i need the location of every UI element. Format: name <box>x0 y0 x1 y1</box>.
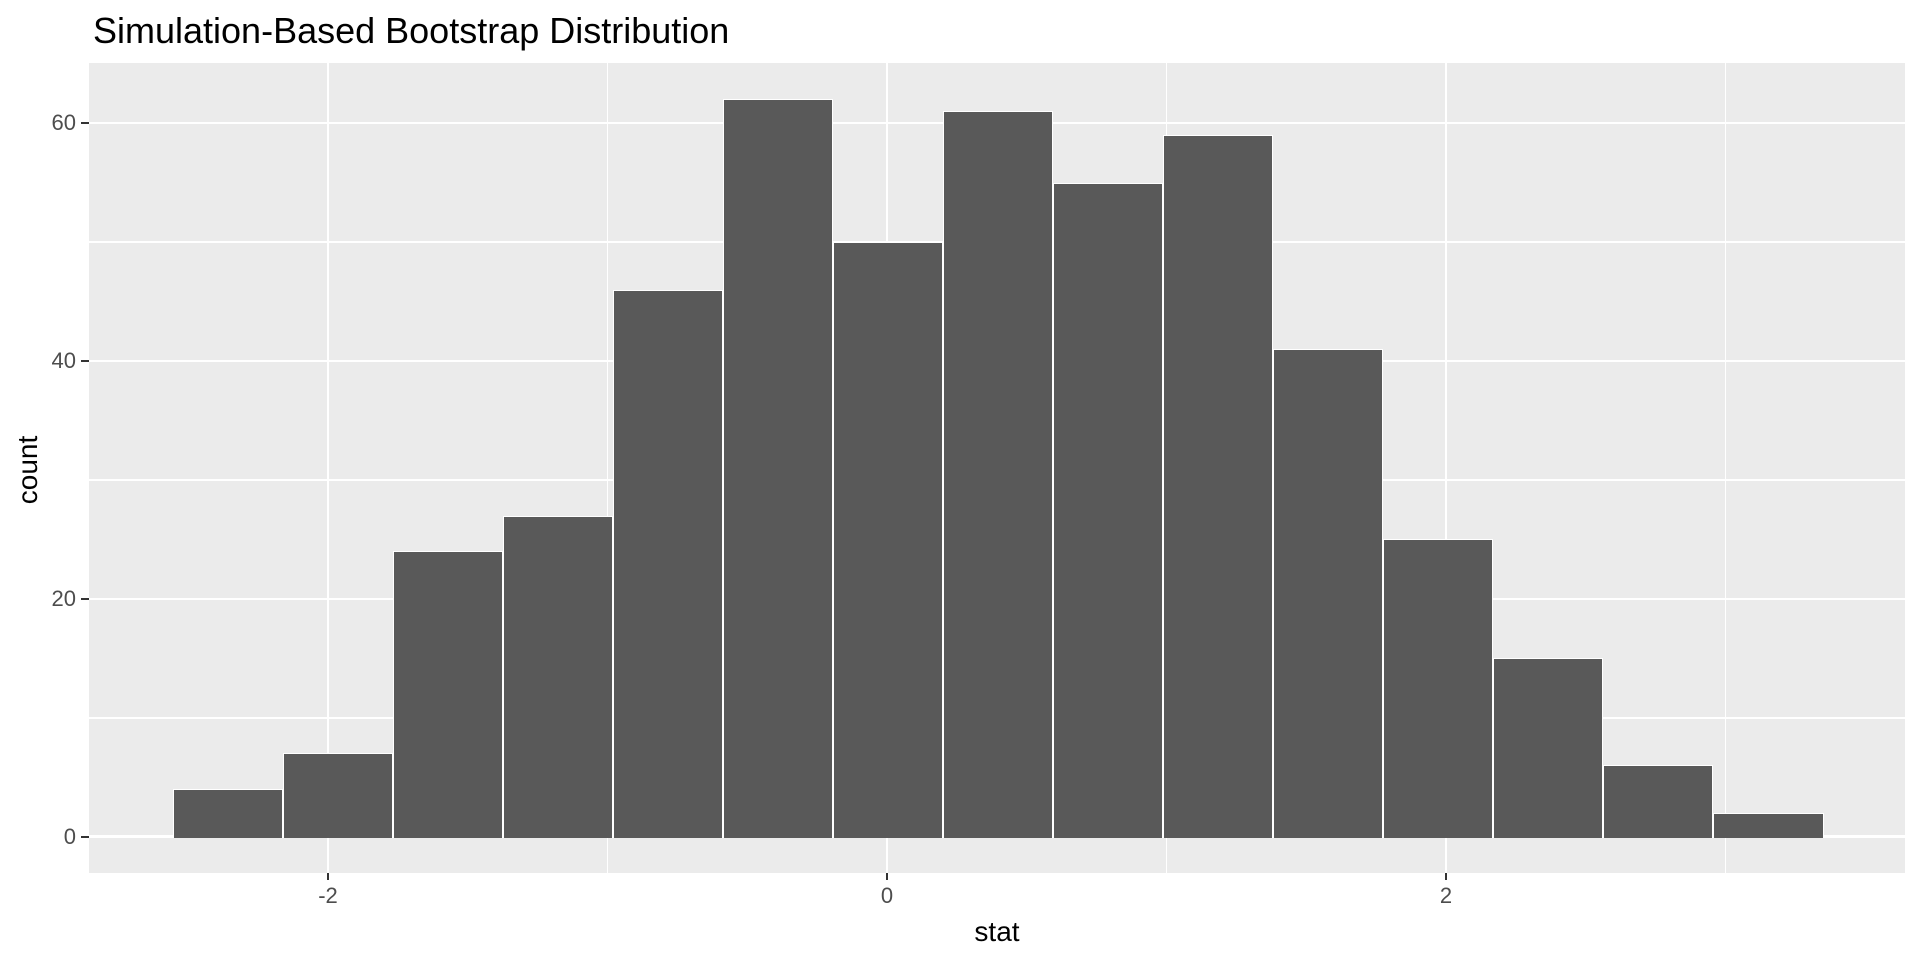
x-tick-mark <box>1445 873 1448 880</box>
histogram-bar <box>392 551 503 839</box>
y-tick-mark <box>81 835 89 838</box>
plot-title: Simulation-Based Bootstrap Distribution <box>93 10 730 51</box>
gridline-major-x <box>326 63 330 873</box>
histogram-bar <box>1163 134 1274 839</box>
y-axis-tick-label: 20 <box>51 585 76 611</box>
histogram-bar <box>1713 812 1824 839</box>
histogram-bar <box>1493 658 1604 839</box>
x-axis-tick-label: 0 <box>880 883 894 908</box>
histogram-bar <box>613 289 724 839</box>
y-axis-tick-label: 0 <box>63 823 76 849</box>
y-axis-tick-label: 60 <box>51 110 76 136</box>
x-axis-title: stat <box>974 916 1020 947</box>
x-tick-mark <box>886 873 888 880</box>
histogram-bar <box>502 515 614 839</box>
x-axis-tick-label: -2 <box>318 883 338 908</box>
histogram-bar <box>833 242 944 839</box>
histogram-bar <box>1053 182 1164 839</box>
y-axis-tick-label: 40 <box>51 347 76 373</box>
histogram-bar <box>1383 539 1494 839</box>
histogram-bar <box>1603 765 1714 839</box>
y-tick-mark <box>81 122 89 125</box>
x-tick-mark <box>326 873 329 880</box>
y-tick-mark <box>81 597 89 600</box>
plot-panel <box>89 63 1905 873</box>
y-axis-title: count <box>12 435 43 505</box>
histogram-bar <box>282 753 393 839</box>
gridline-major-x <box>1444 63 1448 873</box>
gridline-minor-x <box>1724 63 1727 873</box>
histogram-bar <box>1273 349 1384 839</box>
y-tick-mark <box>81 359 89 362</box>
histogram-bar <box>172 789 283 839</box>
histogram-bar <box>943 111 1054 839</box>
gridline-minor-x <box>606 63 609 873</box>
histogram-bar <box>723 99 834 839</box>
x-axis-tick-label: 2 <box>1439 883 1453 908</box>
